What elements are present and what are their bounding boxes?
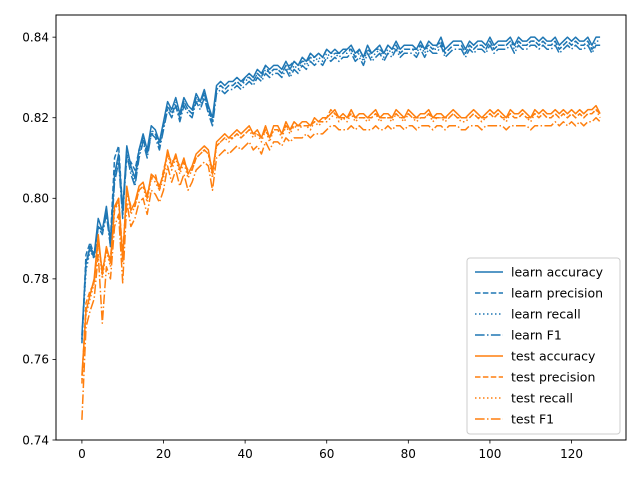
legend-box [466,257,621,435]
legend-label: test precision [511,370,595,385]
legend-label: learn F1 [511,328,562,343]
x-axis: 0 20 40 60 80 100 120 [78,440,583,461]
x-tick-label: 100 [478,447,501,461]
plot-frame [55,14,627,441]
legend-label: learn accuracy [511,265,604,280]
y-axis: 0.74 0.76 0.78 0.80 0.82 0.84 [22,30,56,447]
y-tick-label: 0.78 [22,272,49,286]
x-tick-label: 40 [237,447,252,461]
series-line-test-F1 [81,116,601,420]
x-tick-label: 20 [156,447,171,461]
x-tick-label: 60 [319,447,334,461]
legend-label: learn precision [511,286,603,301]
series-layer [81,36,601,420]
x-tick-label: 120 [560,447,583,461]
legend-label: learn recall [511,307,581,322]
series-line-learn-F1 [81,44,601,340]
y-tick-label: 0.74 [22,433,49,447]
legend-label: test recall [511,391,573,406]
x-tick-label: 80 [401,447,416,461]
y-tick-label: 0.76 [22,353,49,367]
legend-label: test accuracy [511,349,596,364]
y-tick-label: 0.80 [22,192,49,206]
series-line-test-precision [81,108,601,384]
legend-label: test F1 [511,412,554,427]
series-line-test-accuracy [81,104,601,376]
series-line-learn-precision [81,40,601,344]
y-tick-label: 0.84 [22,30,49,44]
legend: learn accuracy learn precision learn recal… [466,257,621,435]
series-line-learn-recall [81,40,601,340]
y-tick-label: 0.82 [22,111,49,125]
series-line-test-recall [81,108,601,380]
x-tick-label: 0 [78,447,86,461]
